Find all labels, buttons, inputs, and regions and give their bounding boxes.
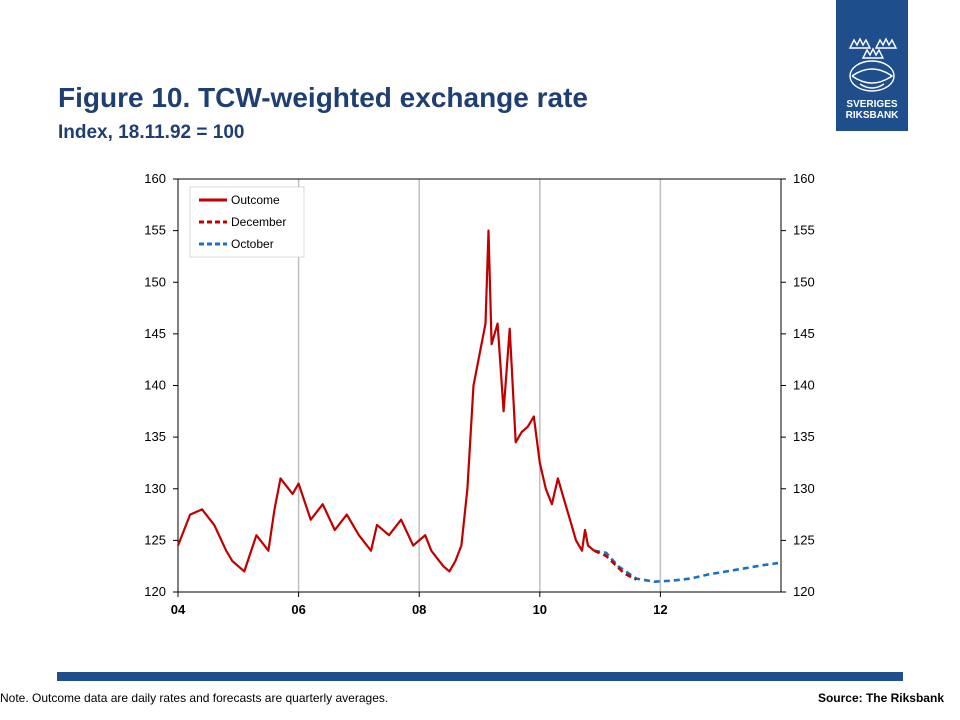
y-tick-label-left: 120 (144, 584, 166, 599)
legend-label-december: December (231, 215, 286, 229)
y-tick-label-right: 125 (793, 532, 815, 547)
x-tick-label: 06 (291, 602, 305, 617)
y-tick-label-left: 155 (144, 223, 166, 238)
y-tick-label-right: 150 (793, 274, 815, 289)
legend-label-october: October (231, 237, 274, 251)
x-tick-label: 04 (171, 602, 186, 617)
y-tick-label-left: 145 (144, 326, 166, 341)
footnote: Note. Outcome data are daily rates and f… (0, 691, 389, 705)
legend-label-outcome: Outcome (231, 193, 280, 207)
y-tick-label-right: 120 (793, 584, 815, 599)
logo-text-line1: SVERIGES (846, 99, 898, 110)
y-tick-label-left: 135 (144, 429, 166, 444)
series (176, 229, 779, 584)
y-tick-label-right: 135 (793, 429, 815, 444)
footer-bar (57, 672, 903, 681)
y-tick-label-left: 160 (144, 171, 166, 186)
y-tick-label-left: 150 (144, 274, 166, 289)
y-tick-label-right: 140 (793, 378, 815, 393)
y-tick-label-right: 130 (793, 481, 815, 496)
y-tick-label-right: 160 (793, 171, 815, 186)
chart-title: Figure 10. TCW-weighted exchange rate (58, 82, 588, 113)
source-label: Source: The Riksbank (817, 691, 944, 705)
series-line-december (593, 549, 637, 581)
chart-subtitle: Index, 18.11.92 = 100 (58, 122, 245, 143)
y-tick-label-right: 145 (793, 326, 815, 341)
x-tick-label: 12 (653, 602, 667, 617)
y-axis-left: 120 125 130 135 140 145 150 155 160 (144, 171, 178, 599)
riksbank-logo: SVERIGES RIKSBANK (836, 0, 908, 131)
x-tick-label: 10 (533, 602, 547, 617)
y-axis-right: 120 125 130 135 140 145 150 155 160 (781, 171, 815, 599)
logo-text-line2: RIKSBANK (845, 110, 899, 121)
series-line-outcome (176, 229, 595, 573)
x-tick-label: 08 (412, 602, 426, 617)
legend: Outcome December October (189, 186, 305, 258)
x-axis: 04 06 08 10 12 (171, 592, 668, 617)
crown-crest-icon (848, 37, 898, 92)
y-tick-label-right: 155 (793, 223, 815, 238)
y-tick-label-left: 125 (144, 532, 166, 547)
series-line-october (593, 549, 779, 584)
y-tick-label-left: 130 (144, 481, 166, 496)
grid (297, 179, 662, 592)
y-tick-label-left: 140 (144, 378, 166, 393)
